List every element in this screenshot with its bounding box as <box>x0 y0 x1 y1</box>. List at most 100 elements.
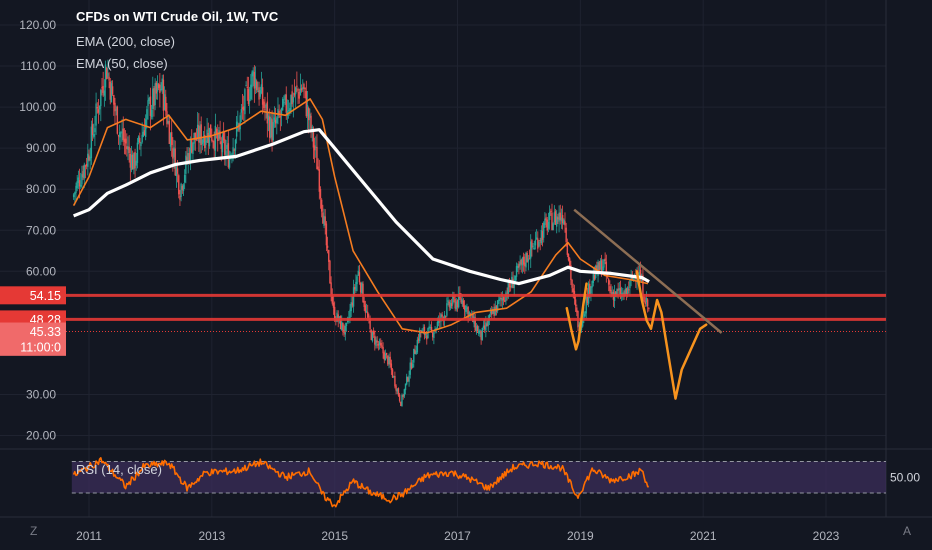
candle-body <box>414 349 416 354</box>
candle-body <box>430 327 433 331</box>
candle-body <box>491 310 493 315</box>
candle-body <box>82 171 84 178</box>
candle-body <box>494 306 496 315</box>
candle-body <box>211 136 213 141</box>
candle-body <box>309 113 311 118</box>
candle-body <box>372 330 375 335</box>
candle-body <box>463 305 466 311</box>
candle-body <box>537 238 539 249</box>
candle-body <box>146 109 148 120</box>
candle-body <box>315 146 317 148</box>
candle-body <box>251 72 253 88</box>
candle-body <box>457 294 460 308</box>
candle-body <box>493 310 495 316</box>
candle-body <box>339 316 342 329</box>
rsi-band <box>71 461 886 493</box>
candle-body <box>128 146 130 154</box>
candle-body <box>460 297 462 303</box>
candle-body <box>468 312 471 317</box>
candle-body <box>319 189 322 199</box>
candle-body <box>264 108 266 110</box>
candle-body <box>489 311 492 314</box>
y-tick-label: 70.00 <box>26 223 56 237</box>
auto-scale-toggle[interactable]: A <box>903 524 912 538</box>
candle-body <box>469 313 472 315</box>
candle-body <box>259 90 261 97</box>
candle-body <box>148 98 150 101</box>
y-tick-label: 120.00 <box>19 18 56 32</box>
candle-body <box>622 292 624 294</box>
ema50-legend[interactable]: EMA (50, close) <box>76 56 168 71</box>
candle-body <box>187 153 189 163</box>
timezone-toggle[interactable]: Z <box>30 524 38 538</box>
candle-body <box>375 339 377 347</box>
candle-body <box>583 314 585 319</box>
candle-body <box>624 288 626 296</box>
candle-body <box>207 132 209 143</box>
candle-body <box>411 363 414 368</box>
candle-body <box>122 128 124 141</box>
projection-drawing-1 <box>565 282 588 351</box>
candle-body <box>611 292 613 295</box>
candle-body <box>365 310 368 312</box>
candle-body <box>280 108 283 115</box>
candle-body <box>630 276 632 280</box>
candle-body <box>618 288 621 291</box>
candle-body <box>567 253 570 261</box>
candle-body <box>551 212 553 231</box>
candle-body <box>154 83 156 106</box>
candle-body <box>362 283 364 303</box>
candle-body <box>363 300 365 307</box>
candle-body <box>194 132 196 141</box>
candle-body <box>554 211 557 225</box>
candle-body <box>615 291 617 296</box>
candle-body <box>388 356 390 365</box>
candle-body <box>269 116 271 138</box>
candle-body <box>648 308 650 310</box>
candle-body <box>413 348 415 363</box>
candle-body <box>558 212 560 222</box>
candle-body <box>272 122 274 141</box>
candle-body <box>474 317 476 331</box>
candle-body <box>587 283 590 304</box>
candle-body <box>364 305 367 313</box>
rsi-legend[interactable]: RSI (14, close) <box>76 462 162 477</box>
candle-body <box>600 260 603 275</box>
candle-body <box>382 346 384 354</box>
candle-body <box>274 119 277 124</box>
candle-body <box>80 184 82 187</box>
candle-body <box>398 394 401 401</box>
candle-body <box>285 94 287 113</box>
candle-body <box>267 115 270 121</box>
candle-body <box>508 280 511 288</box>
candle-body <box>467 306 469 318</box>
candle-body <box>370 330 372 340</box>
candle-body <box>344 325 346 335</box>
candle-body <box>522 256 525 265</box>
candle-body <box>204 134 206 149</box>
candle-body <box>101 87 103 89</box>
candle-body <box>100 90 102 106</box>
candle-body <box>563 219 565 225</box>
candle-body <box>333 306 336 321</box>
candle-body <box>602 266 604 275</box>
candle-body <box>415 351 417 355</box>
candle-body <box>244 89 246 115</box>
candle-body <box>456 300 459 308</box>
candle-body <box>135 160 137 166</box>
candle-body <box>163 94 166 110</box>
candle-body <box>547 222 550 229</box>
candle-body <box>241 107 244 110</box>
candle-body <box>243 106 245 111</box>
candle-body <box>541 231 544 240</box>
chart-title: CFDs on WTI Crude Oil, 1W, TVC <box>76 9 279 24</box>
candle-body <box>156 83 159 92</box>
candle-body <box>440 314 442 322</box>
candle-body <box>578 324 580 327</box>
ema200-legend[interactable]: EMA (200, close) <box>76 34 175 49</box>
candle-body <box>557 217 559 220</box>
candle-body <box>238 123 240 131</box>
candle-body <box>256 81 258 91</box>
candle-body <box>139 138 141 143</box>
